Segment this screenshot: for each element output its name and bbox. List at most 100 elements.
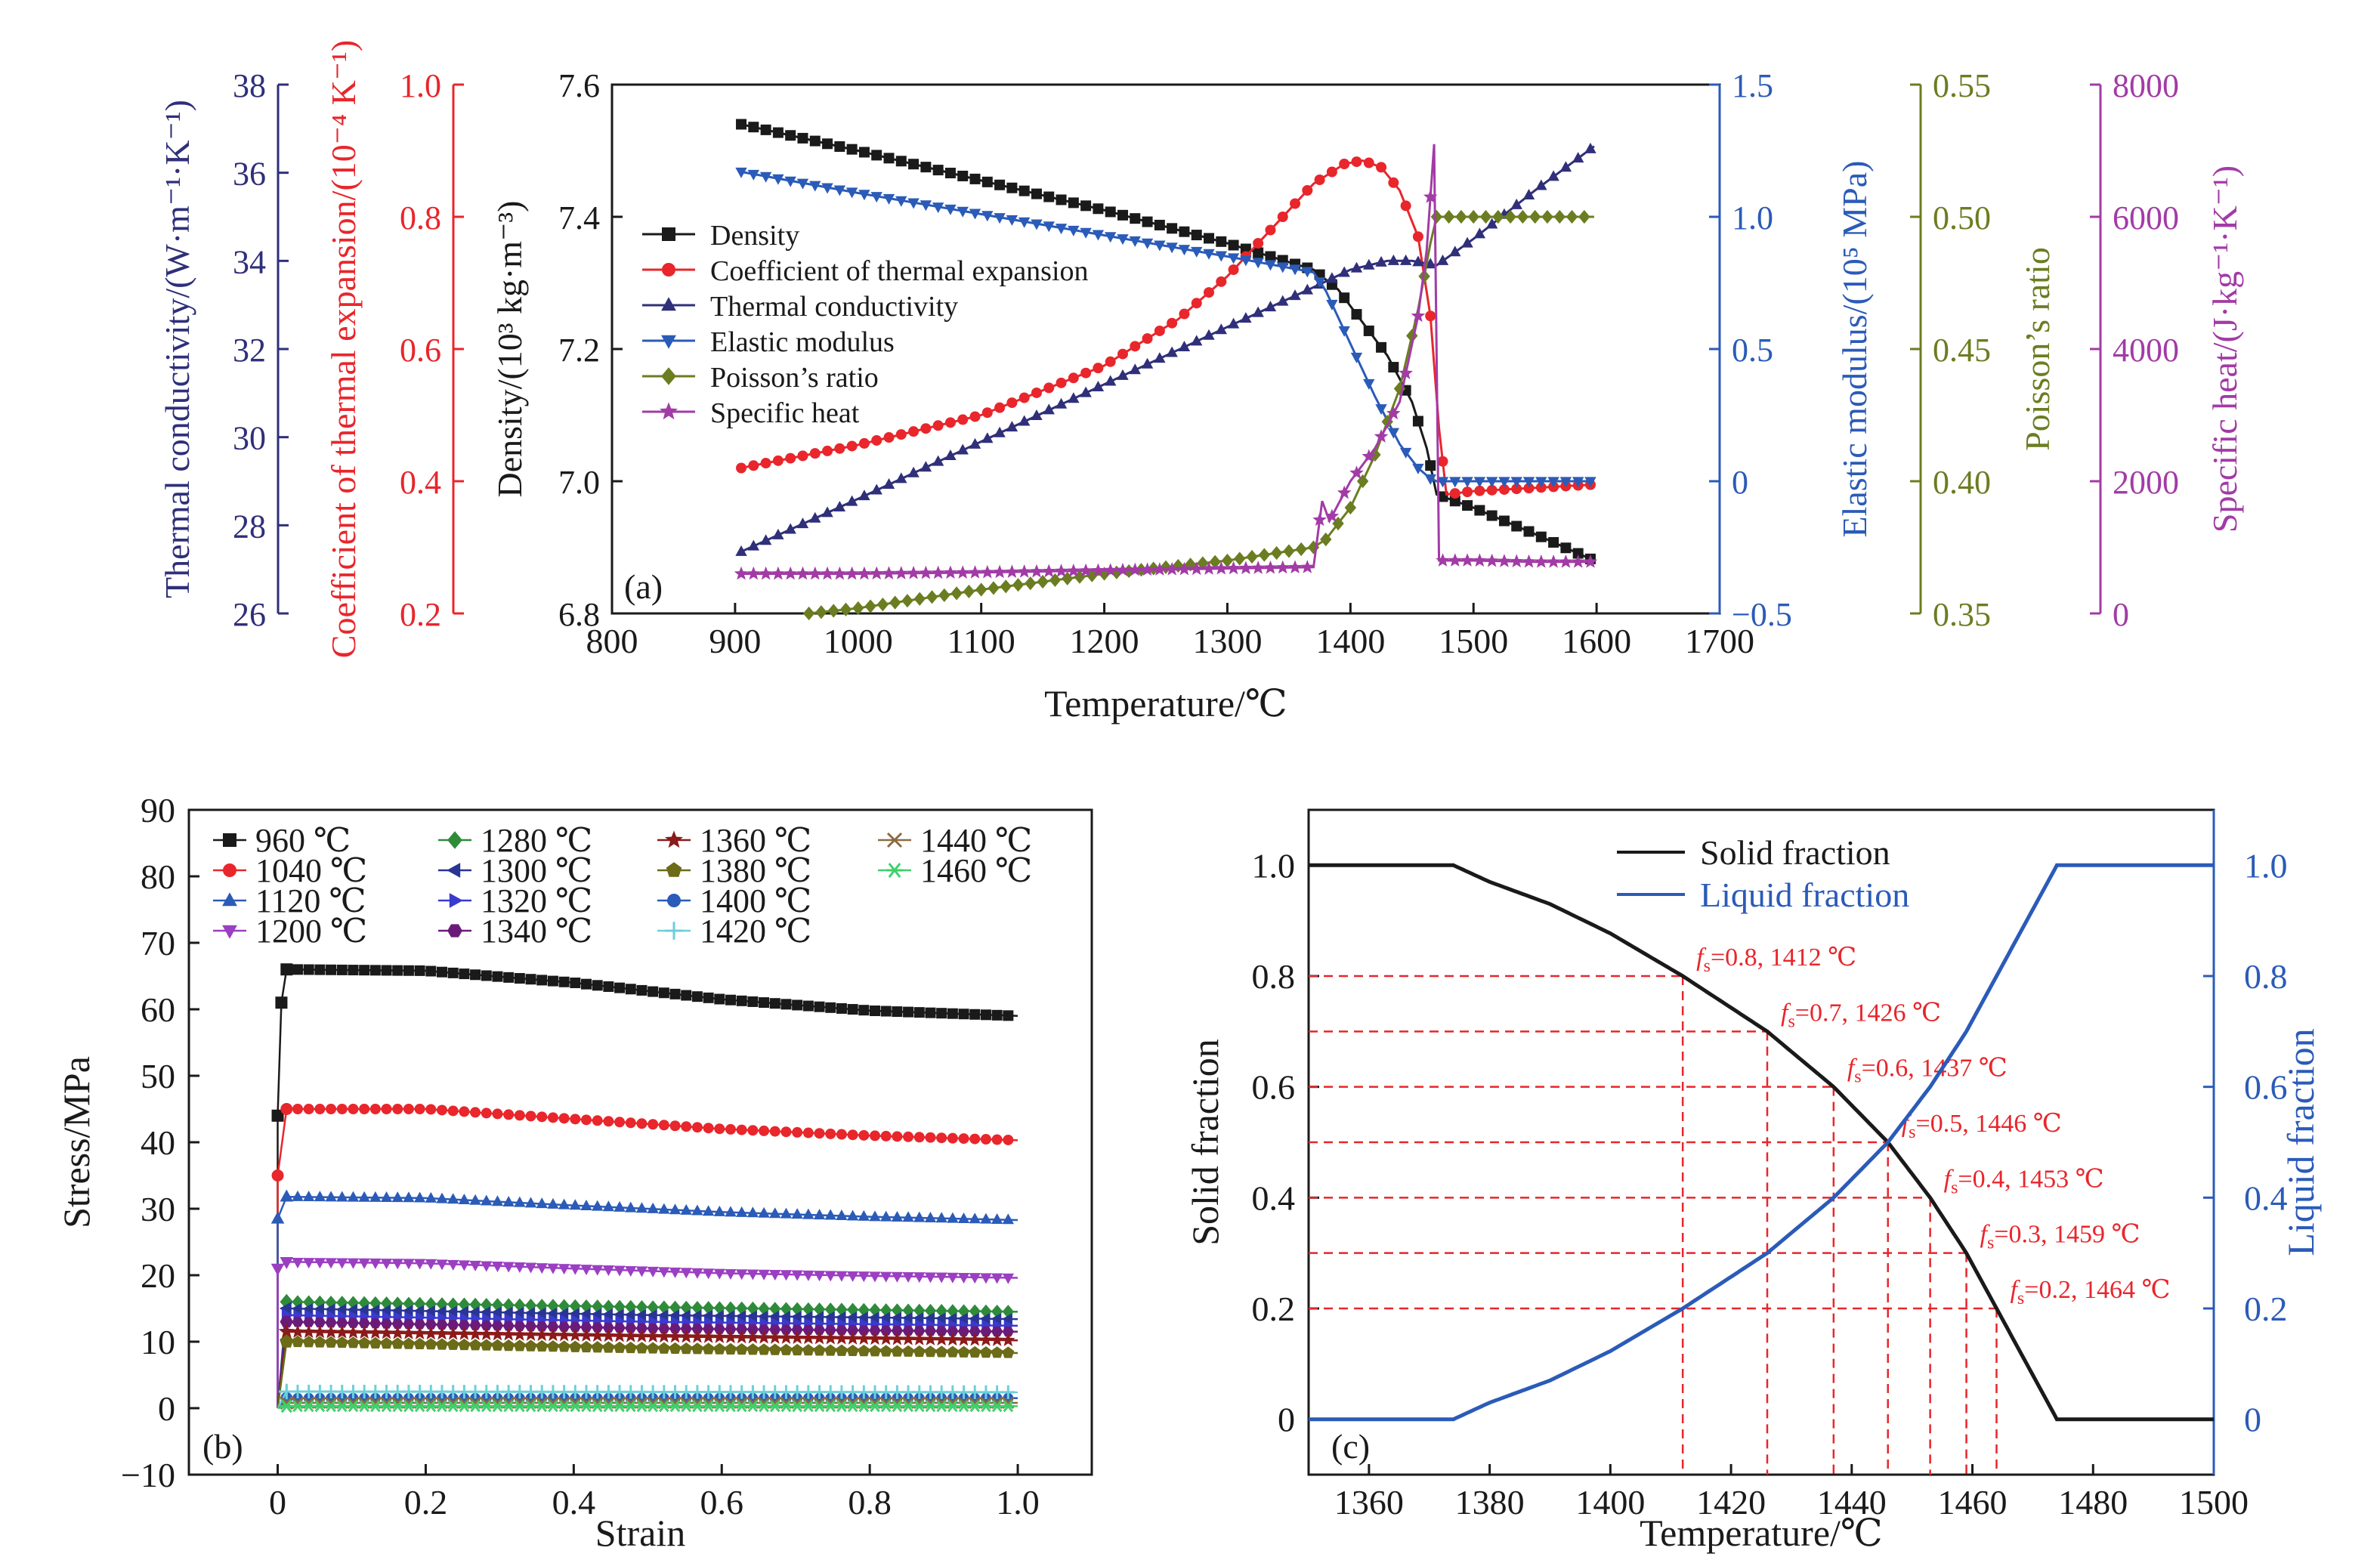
panel-a-x-tick-label: 1500 bbox=[1439, 622, 1508, 660]
panel-b-data-point bbox=[292, 1257, 304, 1268]
panel-a-data-point bbox=[1203, 249, 1215, 260]
panel-b-data-point bbox=[535, 1307, 546, 1319]
panel-a-data-point bbox=[1265, 251, 1276, 262]
panel-b-data-point bbox=[425, 1319, 437, 1330]
panel-b-y-tick-label: 10 bbox=[141, 1323, 175, 1361]
panel-c-annotation: fs=0.2, 1464 ℃ bbox=[2010, 1276, 2170, 1308]
panel-b-y-tick-label: 90 bbox=[141, 791, 175, 829]
panel-b-data-point bbox=[580, 1199, 592, 1210]
panel-b-data-point bbox=[271, 1169, 284, 1182]
panel-b-data-point bbox=[413, 1337, 426, 1350]
panel-a-tc-axis-title: Thermal conductivity/(W·m⁻¹·K⁻¹) bbox=[158, 100, 196, 598]
panel-b-data-point bbox=[347, 1258, 360, 1269]
panel-b-data-point bbox=[358, 1258, 370, 1269]
panel-b-data-point bbox=[324, 1400, 338, 1413]
panel-b-data-point bbox=[869, 1302, 881, 1318]
panel-a-data-point bbox=[994, 402, 1006, 413]
panel-b-data-point bbox=[402, 1305, 413, 1317]
panel-b-data-point bbox=[447, 1105, 459, 1117]
panel-b-data-point bbox=[824, 1311, 835, 1324]
panel-b-data-point bbox=[347, 1336, 360, 1348]
panel-b-legend-marker bbox=[886, 863, 903, 878]
panel-b-data-point bbox=[469, 1297, 481, 1311]
panel-a-data-point bbox=[1324, 508, 1340, 523]
panel-b-data-point bbox=[314, 1258, 326, 1269]
panel-b-legend-label: 1120 ℃ bbox=[255, 882, 366, 919]
panel-a-data-point bbox=[1559, 477, 1572, 488]
panel-b-data-point bbox=[447, 1400, 460, 1413]
panel-a-data-point bbox=[1486, 510, 1498, 521]
panel-a-data-point bbox=[1177, 561, 1192, 576]
panel-a-data-point bbox=[1312, 512, 1327, 527]
panel-b-data-point bbox=[780, 1126, 792, 1138]
panel-a-data-point bbox=[1287, 560, 1303, 574]
panel-c-x-tick-label: 1420 bbox=[1696, 1483, 1766, 1521]
panel-b-data-point bbox=[925, 1007, 936, 1018]
panel-b-data-point bbox=[314, 1317, 326, 1328]
panel-a-data-point bbox=[920, 162, 932, 173]
panel-a-data-point bbox=[1204, 233, 1215, 244]
panel-a-data-point bbox=[1326, 166, 1337, 178]
panel-b-data-point bbox=[568, 1400, 582, 1413]
panel-a-data-point bbox=[1461, 477, 1473, 488]
panel-b-data-point bbox=[558, 1299, 570, 1313]
panel-b-data-point bbox=[635, 1266, 648, 1277]
panel-b-data-point bbox=[991, 1400, 1004, 1413]
panel-b-data-point bbox=[912, 1332, 927, 1345]
panel-b-data-point bbox=[425, 1104, 437, 1115]
panel-b-data-point bbox=[836, 1271, 848, 1282]
panel-a-data-point bbox=[833, 185, 846, 196]
panel-a-data-point bbox=[1263, 560, 1278, 574]
panel-b-rise-line bbox=[277, 1341, 288, 1409]
panel-a-data-point bbox=[1221, 553, 1234, 568]
panel-b-data-point bbox=[369, 965, 381, 976]
panel-a-data-point bbox=[759, 171, 772, 183]
panel-a-data-point bbox=[1498, 515, 1510, 527]
panel-b-data-point bbox=[813, 1209, 826, 1220]
panel-a-data-point bbox=[1572, 548, 1584, 559]
panel-b-data-point bbox=[480, 1339, 493, 1351]
panel-b-data-point bbox=[602, 1322, 615, 1333]
panel-b-legend-label: 1300 ℃ bbox=[481, 852, 592, 889]
panel-a-data-point bbox=[1474, 485, 1485, 496]
panel-b-data-point bbox=[902, 1211, 914, 1222]
annotation-subscript: s bbox=[2017, 1289, 2024, 1308]
panel-b-data-point bbox=[780, 1400, 793, 1413]
panel-b-data-point bbox=[691, 991, 703, 1002]
panel-b-data-point bbox=[924, 1400, 937, 1413]
panel-a-data-point bbox=[858, 437, 870, 449]
panel-b-data-point bbox=[691, 1324, 703, 1334]
panel-a-data-point bbox=[957, 170, 969, 181]
panel-b-data-point bbox=[702, 1400, 716, 1413]
panel-b-x-tick-label: 0.2 bbox=[404, 1483, 448, 1521]
panel-b-data-point bbox=[870, 1130, 881, 1141]
panel-b-x-tick-label: 0.6 bbox=[700, 1483, 743, 1521]
panel-b-data-point bbox=[447, 967, 459, 978]
panel-b-data-point bbox=[791, 1208, 803, 1219]
panel-a-sh-tick-label: 8000 bbox=[2113, 67, 2179, 104]
panel-a-data-point bbox=[1056, 377, 1067, 388]
panel-b-data-point bbox=[379, 1325, 394, 1339]
panel-a-data-point bbox=[1056, 194, 1067, 205]
panel-a-sh-tick-label: 2000 bbox=[2113, 464, 2179, 501]
panel-b-data-point bbox=[369, 1336, 382, 1348]
panel-b-data-point bbox=[302, 1336, 315, 1348]
panel-b-data-point bbox=[680, 1268, 692, 1279]
panel-a-data-point bbox=[1055, 397, 1068, 409]
panel-b-legend-marker bbox=[222, 892, 237, 907]
panel-b-data-point bbox=[346, 1325, 360, 1339]
panel-a-data-point bbox=[1295, 542, 1307, 557]
panel-b-data-point bbox=[612, 1328, 627, 1342]
panel-a-data-point bbox=[1213, 561, 1229, 575]
panel-a-data-point bbox=[772, 455, 784, 466]
panel-a-data-point bbox=[1141, 357, 1154, 369]
panel-b-data-point bbox=[669, 1309, 680, 1321]
panel-b-data-point bbox=[546, 1307, 558, 1320]
panel-b-legend-marker bbox=[666, 862, 682, 877]
panel-b-data-point bbox=[1000, 1333, 1015, 1347]
panel-b-data-point bbox=[447, 1338, 459, 1350]
panel-a-data-point bbox=[1449, 477, 1461, 488]
panel-b-data-point bbox=[758, 1269, 770, 1281]
panel-b-data-point bbox=[935, 1304, 947, 1318]
panel-b-data-point bbox=[891, 1303, 904, 1318]
